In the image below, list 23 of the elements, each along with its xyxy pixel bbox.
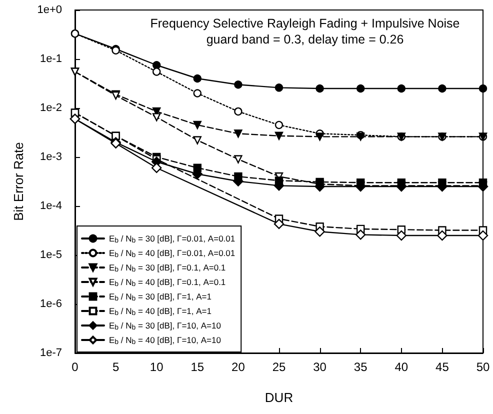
- text: guard band = 0.3, delay time = 0.26: [206, 32, 404, 46]
- y-tick-label: 1e-1: [40, 53, 62, 65]
- y-tick-label: 1e-2: [40, 102, 62, 114]
- x-tick-label: 10: [150, 360, 164, 374]
- y-tick-label: 1e-3: [40, 151, 62, 163]
- y-tick-label: 1e-4: [40, 200, 62, 212]
- x-tick-label: 25: [272, 360, 286, 374]
- x-tick-label: 40: [394, 360, 408, 374]
- y-axis-title: Bit Error Rate: [11, 142, 26, 221]
- x-tick-label: 5: [112, 360, 120, 374]
- x-tick-label: 45: [436, 360, 450, 374]
- text: Frequency Selective Rayleigh Fading + Impulsive Noise: [150, 16, 460, 30]
- x-tick-label: 30: [313, 360, 327, 374]
- x-tick-label: 15: [190, 360, 204, 374]
- y-tick-label: 1e-6: [40, 298, 62, 310]
- y-tick-label: 1e+0: [37, 4, 62, 16]
- x-tick-label: 0: [72, 360, 79, 374]
- x-tick-label: 35: [354, 360, 368, 374]
- x-tick-label: 20: [232, 360, 246, 374]
- x-tick-label: 50: [476, 360, 490, 374]
- y-tick-label: 1e-5: [40, 249, 62, 261]
- x-axis-title: DUR: [264, 390, 294, 405]
- y-tick-label: 1e-7: [40, 347, 62, 359]
